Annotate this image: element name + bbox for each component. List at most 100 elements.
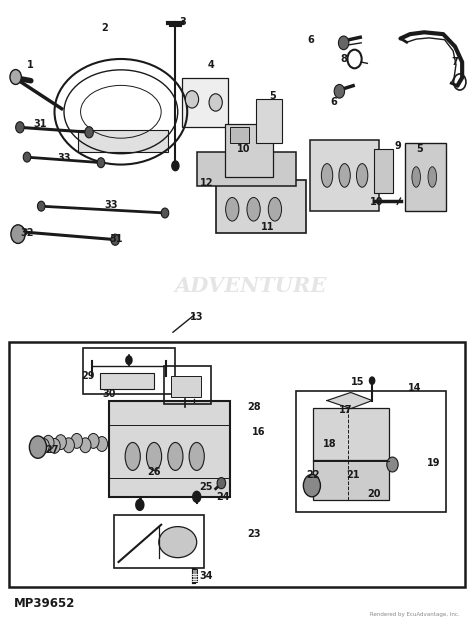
Circle shape (135, 499, 145, 511)
Text: 6: 6 (307, 35, 314, 45)
Circle shape (11, 225, 25, 243)
Bar (164, 366, 211, 404)
Text: 23: 23 (247, 529, 260, 539)
Circle shape (10, 70, 21, 84)
Bar (313, 408, 389, 461)
Text: 15: 15 (351, 377, 365, 387)
Ellipse shape (321, 163, 333, 188)
Circle shape (96, 437, 108, 451)
Ellipse shape (189, 442, 204, 471)
Circle shape (338, 36, 349, 50)
Ellipse shape (428, 166, 437, 188)
Bar (182, 78, 228, 127)
Bar (9, 342, 465, 587)
Text: 4: 4 (208, 60, 214, 70)
Bar (296, 391, 446, 512)
Ellipse shape (412, 166, 420, 188)
Bar (374, 149, 393, 193)
Text: ADVENTURE: ADVENTURE (175, 276, 328, 296)
Circle shape (16, 226, 24, 237)
Circle shape (38, 438, 49, 453)
Circle shape (71, 433, 82, 448)
Ellipse shape (159, 527, 197, 558)
Circle shape (80, 438, 91, 453)
Text: Rendered by EcuAdvantage, Inc.: Rendered by EcuAdvantage, Inc. (370, 612, 460, 617)
Circle shape (29, 436, 46, 458)
Circle shape (303, 474, 320, 497)
Circle shape (43, 435, 54, 450)
Text: 27: 27 (46, 445, 59, 455)
Text: 10: 10 (370, 197, 383, 207)
Text: 26: 26 (147, 467, 161, 477)
Text: 10: 10 (237, 144, 251, 154)
Circle shape (369, 376, 375, 385)
Bar (313, 460, 389, 500)
Circle shape (334, 84, 345, 98)
Circle shape (16, 122, 24, 133)
Text: 22: 22 (306, 470, 319, 480)
Text: 28: 28 (247, 402, 260, 412)
Ellipse shape (168, 442, 183, 471)
Ellipse shape (356, 163, 368, 188)
Bar (109, 401, 230, 497)
Text: 5: 5 (269, 91, 276, 101)
Bar (216, 180, 306, 233)
Circle shape (111, 234, 119, 245)
Circle shape (209, 94, 222, 111)
Text: 18: 18 (323, 439, 336, 449)
Text: 29: 29 (81, 371, 94, 381)
Circle shape (37, 201, 45, 211)
Circle shape (63, 438, 74, 453)
Bar (225, 124, 273, 177)
Ellipse shape (339, 163, 350, 188)
Bar (78, 130, 168, 152)
Text: MP39652: MP39652 (14, 597, 75, 610)
Circle shape (49, 438, 60, 453)
Text: 30: 30 (102, 389, 116, 399)
Text: 8: 8 (340, 54, 347, 64)
Bar (230, 127, 249, 143)
Circle shape (161, 208, 169, 218)
Bar (310, 140, 379, 211)
Bar (83, 348, 175, 394)
Bar (114, 515, 204, 568)
Text: 7: 7 (452, 57, 458, 67)
Ellipse shape (146, 442, 162, 471)
Text: 13: 13 (190, 312, 203, 322)
Ellipse shape (125, 442, 140, 471)
Text: 6: 6 (331, 97, 337, 107)
Text: 17: 17 (339, 405, 353, 415)
Text: 1: 1 (27, 60, 34, 70)
Circle shape (23, 152, 31, 162)
Text: 34: 34 (200, 571, 213, 581)
Text: 25: 25 (200, 483, 213, 492)
Ellipse shape (268, 197, 282, 221)
Text: 9: 9 (395, 141, 401, 151)
Bar (192, 569, 197, 582)
Bar (197, 152, 296, 186)
Text: 11: 11 (261, 222, 274, 232)
Bar (405, 143, 446, 211)
Circle shape (192, 491, 201, 503)
Circle shape (97, 158, 105, 168)
Text: 19: 19 (427, 458, 440, 468)
Text: 12: 12 (200, 178, 213, 188)
Bar (256, 99, 282, 143)
Ellipse shape (226, 197, 239, 221)
Circle shape (217, 478, 226, 489)
Circle shape (171, 160, 180, 171)
Text: 32: 32 (21, 228, 34, 238)
Circle shape (88, 433, 99, 448)
Text: 14: 14 (408, 383, 421, 393)
Text: 16: 16 (252, 427, 265, 437)
Circle shape (125, 355, 133, 365)
Text: 21: 21 (346, 470, 360, 480)
Circle shape (185, 91, 199, 108)
Text: 5: 5 (416, 144, 423, 154)
Circle shape (387, 457, 398, 472)
Bar (100, 373, 154, 389)
Polygon shape (327, 392, 372, 409)
Bar (171, 376, 201, 397)
Text: 2: 2 (101, 23, 108, 33)
Circle shape (85, 127, 93, 138)
